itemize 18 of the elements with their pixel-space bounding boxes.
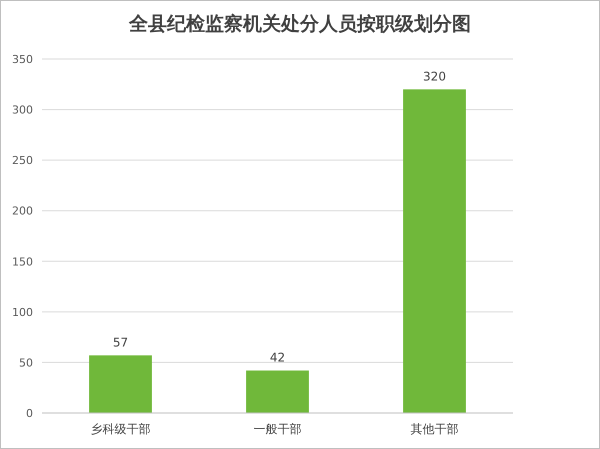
y-tick-label: 50 (19, 356, 33, 370)
y-tick-label: 0 (26, 407, 33, 420)
chart-title: 全县纪检监察机关处分人员按职级划分图 (128, 13, 471, 35)
x-tick-label: 乡科级干部 (90, 422, 150, 436)
y-tick-label: 200 (12, 204, 33, 218)
y-tick-label: 100 (12, 306, 33, 319)
x-tick-label: 其他干部 (410, 422, 458, 436)
bar (246, 370, 309, 413)
data-label: 42 (270, 350, 286, 365)
y-tick-label: 250 (12, 154, 33, 168)
y-tick-label: 300 (12, 104, 33, 117)
bar (89, 355, 152, 413)
y-tick-label: 150 (12, 255, 33, 268)
data-label: 57 (112, 335, 128, 350)
y-tick-label: 350 (12, 53, 33, 66)
bar (403, 89, 466, 413)
data-label: 320 (423, 69, 446, 84)
x-tick-label: 一般干部 (254, 422, 302, 436)
